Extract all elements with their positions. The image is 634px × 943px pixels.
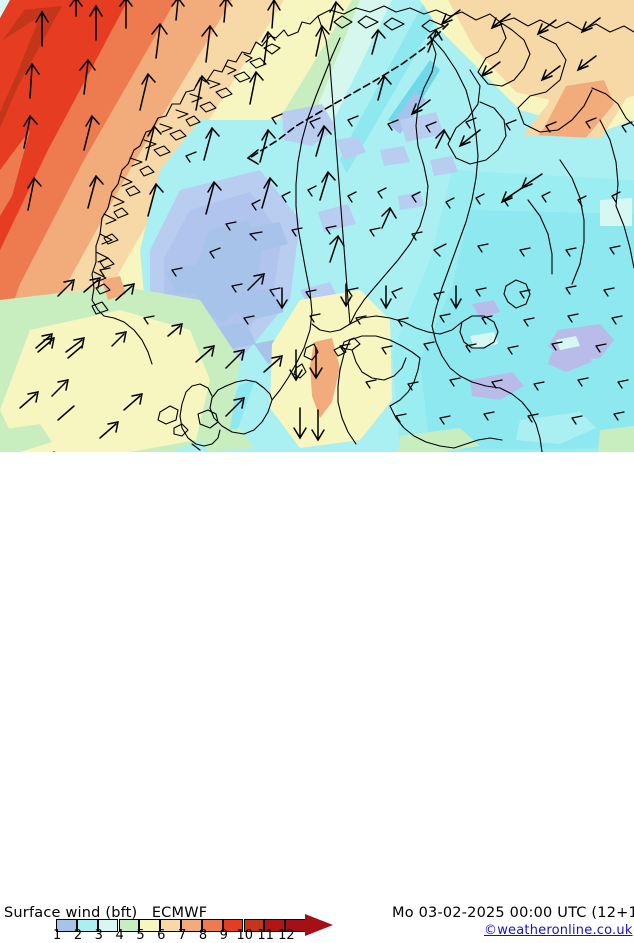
legend-tick-12: 12 — [278, 928, 295, 943]
legend-tick-9: 9 — [219, 928, 228, 943]
weather-map-canvas[interactable] — [0, 0, 634, 452]
legend-tick-11: 11 — [257, 928, 274, 943]
legend-tick-6: 6 — [157, 928, 166, 943]
legend-tick-4: 4 — [115, 928, 124, 943]
legend-tick-3: 3 — [94, 928, 103, 943]
copyright-link[interactable]: ©weatheronline.co.uk — [484, 923, 633, 938]
legend-tick-10: 10 — [236, 928, 254, 943]
map-footer: Surface wind (bft) ECMWF Mo 03-02-2025 0… — [0, 452, 634, 943]
legend-tick-2: 2 — [73, 928, 83, 943]
legend-overflow-arrow-icon — [305, 914, 333, 936]
legend-tick-5: 5 — [136, 928, 145, 943]
legend-tick-7: 7 — [178, 928, 187, 943]
legend-tick-8: 8 — [198, 928, 208, 943]
surface-wind-contour-map — [0, 0, 634, 452]
forecast-datetime-label: Mo 03-02-2025 00:00 UTC (12+108) — [392, 905, 634, 921]
legend-tick-1: 1 — [53, 928, 62, 943]
